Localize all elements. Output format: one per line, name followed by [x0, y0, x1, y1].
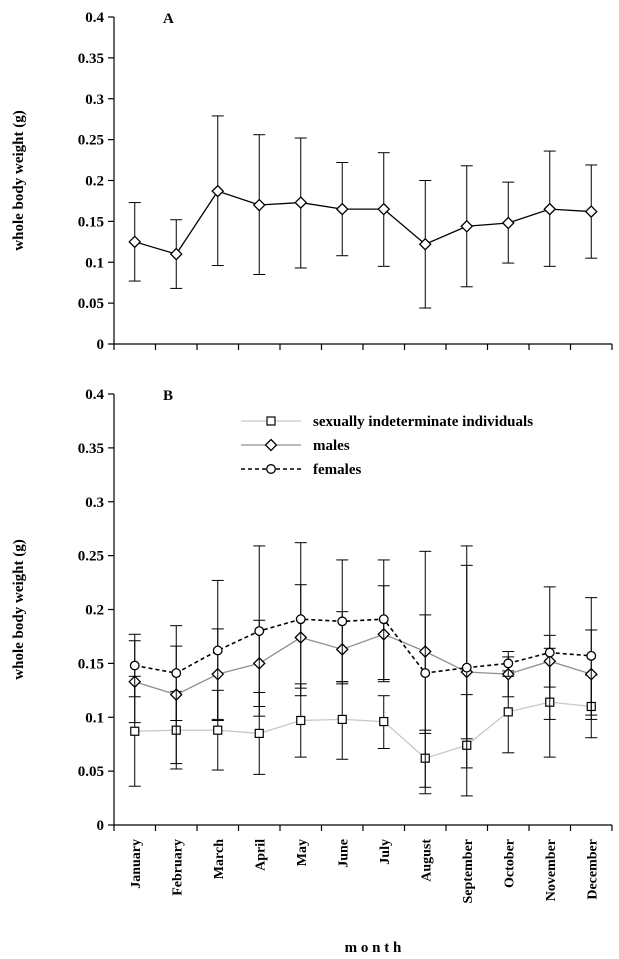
data-point — [503, 218, 514, 229]
x-tick-label: March — [212, 839, 227, 879]
y-tick-label: 0.4 — [85, 10, 104, 26]
data-point — [504, 708, 512, 716]
data-point — [214, 726, 222, 734]
series-sexually — [129, 648, 598, 796]
data-point — [171, 249, 182, 260]
data-point — [461, 221, 472, 232]
x-tick-label: December — [585, 839, 600, 900]
data-point — [295, 197, 306, 208]
panel-a: 0 0.05 0.1 0.15 0.2 0.25 0.3 0.35 0.4 whole body … — [11, 10, 612, 353]
y-tick-label: 0.35 — [78, 51, 104, 67]
data-point — [297, 716, 305, 724]
series-line — [135, 619, 592, 673]
data-point — [296, 615, 305, 624]
series-males — [129, 565, 598, 768]
legend-marker — [267, 465, 276, 474]
panel-label: A — [163, 11, 174, 27]
y-tick-label: 0.2 — [85, 603, 104, 619]
data-point — [544, 204, 555, 215]
data-point — [172, 669, 181, 678]
series-line — [135, 634, 592, 694]
data-point — [255, 729, 263, 737]
x-tick-label: May — [295, 839, 310, 866]
y-tick-label: 0.3 — [85, 92, 104, 108]
x-tick-label: April — [253, 839, 268, 871]
data-point — [504, 659, 513, 668]
y-tick-label: 0.35 — [78, 441, 104, 457]
x-tick-label: September — [461, 839, 476, 904]
y-tick-label: 0.25 — [78, 133, 104, 149]
panel-label: B — [163, 388, 173, 404]
x-axis-title: m o n t h — [345, 940, 402, 956]
legend-marker — [267, 417, 275, 425]
data-point — [586, 206, 597, 217]
y-tick-label: 0.1 — [85, 710, 104, 726]
legend-entry: males — [313, 438, 350, 454]
data-point — [379, 615, 388, 624]
x-tick-label: June — [336, 839, 351, 868]
data-point — [587, 652, 596, 661]
data-point — [380, 718, 388, 726]
data-point — [338, 617, 347, 626]
y-tick-label: 0.15 — [78, 214, 104, 230]
data-point — [338, 715, 346, 723]
series-line — [135, 191, 592, 254]
y-tick-label: 0.2 — [85, 174, 104, 190]
data-point — [212, 186, 223, 197]
x-tick-label: January — [129, 839, 144, 889]
y-axis-title: whole body weight (g) — [11, 539, 27, 679]
y-tick-label: 0 — [97, 337, 105, 353]
data-point — [255, 627, 264, 636]
x-tick-label: November — [544, 839, 559, 901]
data-point — [254, 200, 265, 211]
y-tick-label: 0.3 — [85, 495, 104, 511]
legend: sexually indeterminate individuals males f… — [241, 414, 533, 478]
data-point — [213, 646, 222, 655]
x-tick-label: October — [502, 839, 517, 888]
y-tick-label: 0 — [97, 818, 105, 834]
data-point — [545, 648, 554, 657]
legend-entry: sexually indeterminate individuals — [313, 414, 533, 430]
x-tick-label: July — [378, 839, 393, 865]
y-tick-label: 0.15 — [78, 656, 104, 672]
y-tick-label: 0.25 — [78, 549, 104, 565]
data-point — [130, 661, 139, 670]
x-tick-label: February — [170, 839, 185, 896]
y-axis-title: whole body weight (g) — [11, 110, 27, 250]
data-point — [129, 236, 140, 247]
y-tick-label: 0.05 — [78, 296, 104, 312]
series-main — [129, 116, 598, 308]
panel-b: 0 0.05 0.1 0.15 0.2 0.25 0.3 0.35 0.4 January Febr… — [11, 387, 612, 956]
data-point — [131, 727, 139, 735]
data-point — [421, 669, 430, 678]
data-point — [337, 204, 348, 215]
y-tick-label: 0.05 — [78, 764, 104, 780]
y-tick-label: 0.4 — [85, 387, 104, 403]
y-tick-label: 0.1 — [85, 255, 104, 271]
data-point — [462, 663, 471, 672]
legend-marker — [266, 440, 277, 451]
legend-entry: females — [313, 462, 361, 478]
x-tick-label: August — [419, 839, 434, 882]
series-line — [135, 702, 592, 758]
